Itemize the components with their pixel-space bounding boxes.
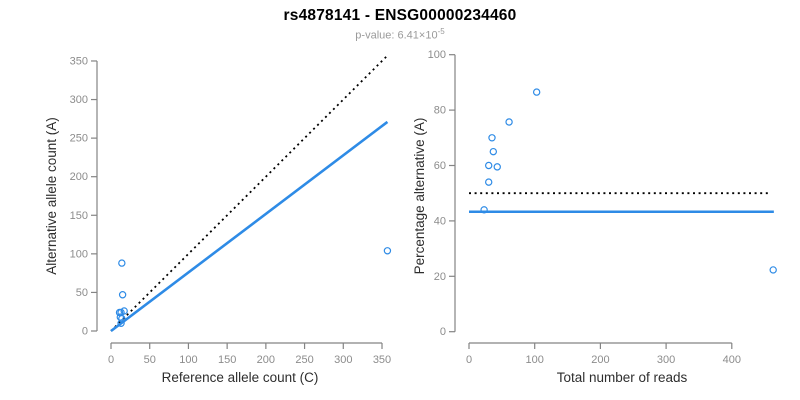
x-tick-label: 0 [108, 354, 114, 366]
data-point [118, 259, 126, 267]
data-point [480, 206, 488, 214]
x-tick-label: 350 [373, 354, 391, 366]
y-tick-label: 100 [428, 49, 446, 61]
x-axis-title: Total number of reads [557, 370, 688, 385]
data-point [117, 319, 125, 327]
x-tick-label: 300 [657, 354, 675, 366]
y-axis-title: Alternative allele count (A) [44, 117, 59, 275]
x-tick-label: 250 [295, 354, 313, 366]
data-point [769, 266, 777, 274]
y-tick-label: 0 [440, 326, 446, 338]
y-axis-title: Percentage alternative (A) [412, 118, 427, 275]
x-tick-label: 0 [466, 354, 472, 366]
y-tick-label: 20 [434, 271, 446, 283]
plot-subtitle: p-value: 6.41×10-5 [0, 27, 800, 42]
y-tick-label: 60 [434, 160, 446, 172]
y-tick-label: 0 [82, 326, 88, 338]
y-tick-label: 200 [70, 171, 88, 183]
y-tick-label: 80 [434, 105, 446, 117]
data-point [118, 314, 126, 323]
data-point [505, 118, 513, 126]
y-tick-label: 350 [70, 55, 88, 67]
x-tick-label: 50 [144, 354, 156, 366]
data-point [493, 163, 501, 171]
data-point [532, 88, 541, 96]
y-tick-label: 50 [76, 287, 88, 299]
x-axis-title: Reference allele count (C) [162, 370, 319, 385]
x-tick-label: 100 [179, 354, 197, 366]
identity-line [110, 55, 388, 332]
data-point [383, 247, 392, 255]
y-tick-label: 150 [70, 210, 88, 222]
x-tick-label: 200 [257, 354, 275, 366]
data-point [120, 307, 128, 315]
y-tick-label: 100 [70, 248, 88, 260]
x-tick-label: 100 [526, 354, 544, 366]
plot-title: rs4878141 - ENSG00000234460 [283, 7, 517, 24]
x-tick-label: 200 [591, 354, 609, 366]
pvalue-text: p-value: 6.41×10 [355, 29, 438, 42]
pvalue-exponent: -5 [437, 27, 445, 36]
y-tick-label: 300 [70, 94, 88, 106]
y-tick-label: 40 [434, 215, 446, 227]
x-tick-label: 150 [218, 354, 236, 366]
data-point [488, 134, 496, 142]
fit-line [110, 120, 389, 333]
data-point [118, 291, 127, 299]
y-tick-label: 250 [70, 133, 88, 145]
data-point [485, 161, 493, 170]
data-point [489, 147, 498, 156]
x-tick-label: 400 [723, 354, 741, 366]
data-point [485, 178, 493, 186]
x-tick-label: 300 [334, 354, 352, 366]
